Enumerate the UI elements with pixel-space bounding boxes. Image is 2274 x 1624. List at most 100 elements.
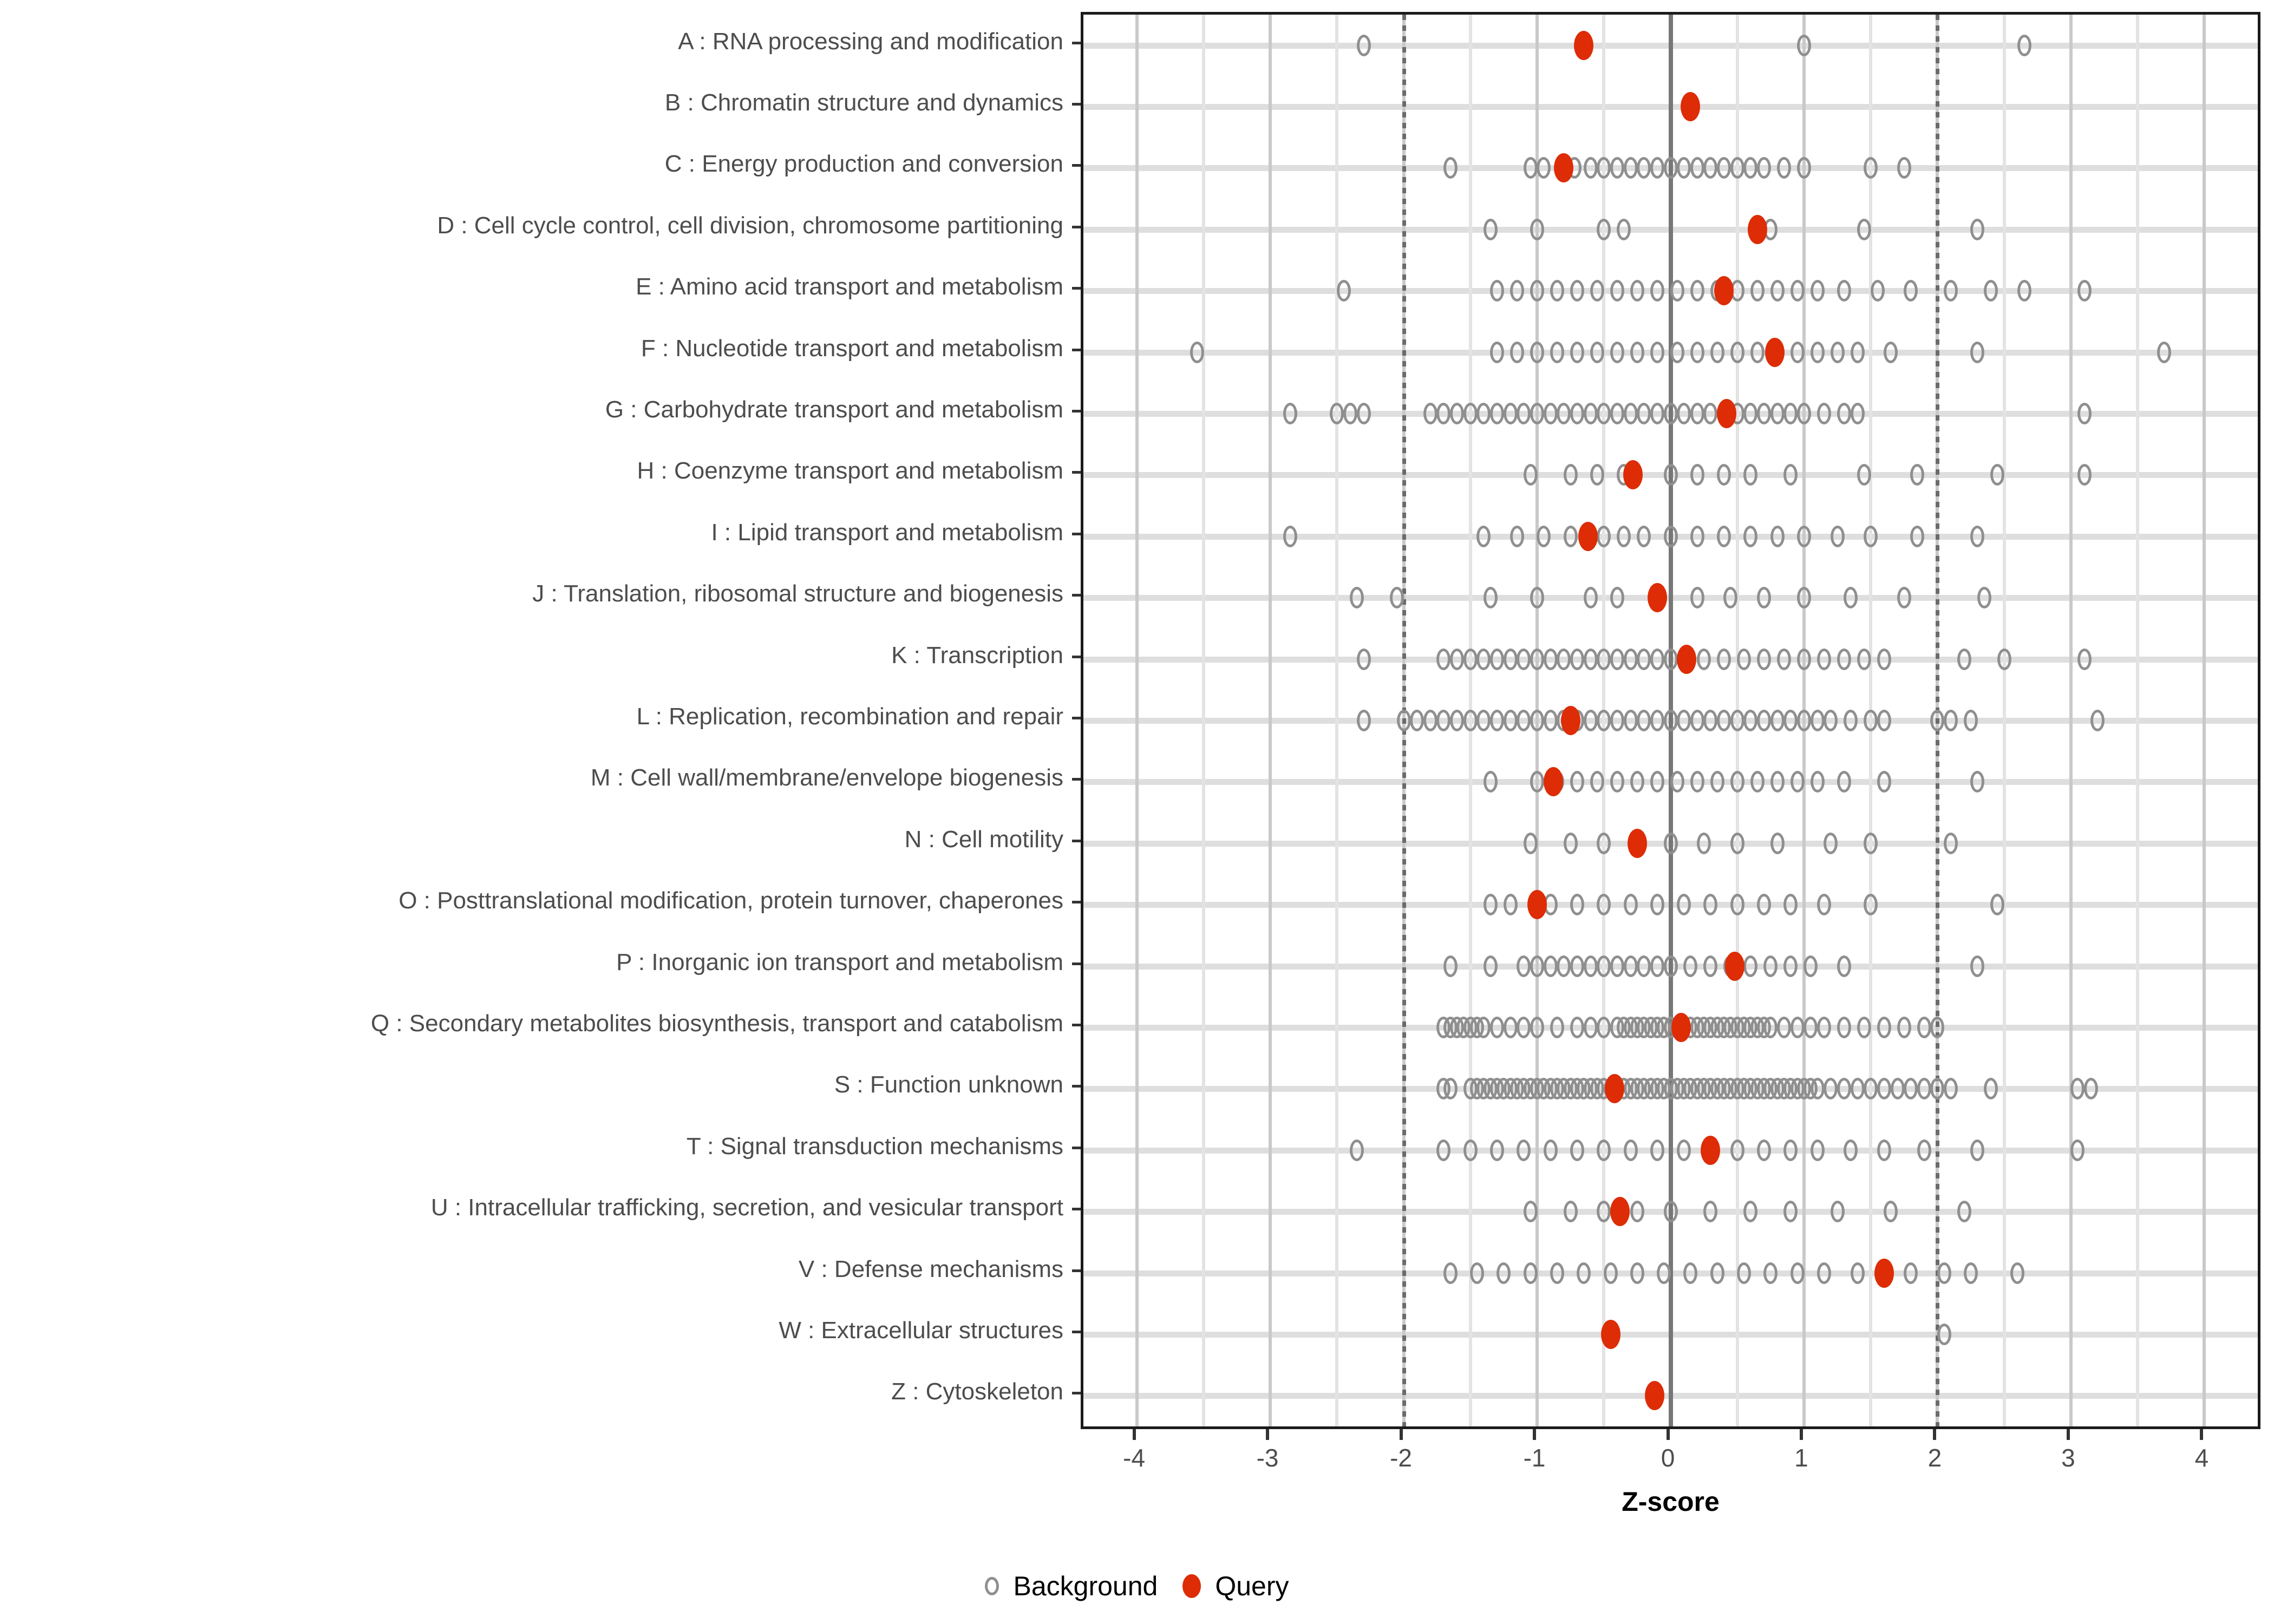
background-point [1490,280,1505,302]
background-point [1597,832,1611,854]
background-point [1690,587,1704,609]
background-point [1537,525,1551,547]
background-point [1510,525,1525,547]
background-point [1796,525,1811,547]
query-point [1644,1381,1664,1411]
background-point [1523,1201,1538,1223]
background-point [1957,1201,1971,1223]
background-point [1796,403,1811,425]
background-point [1757,587,1772,609]
background-point [1530,955,1545,977]
legend-item-background[interactable]: Background [985,1570,1158,1602]
y-axis-label-n: N : Cell motility [904,826,1063,853]
background-point [1837,955,1851,977]
y-axis-label-u: U : Intracellular trafficking, secretion… [430,1194,1063,1221]
x-axis-title: Z-score [1622,1487,1720,1517]
background-point [1570,771,1584,793]
query-point [1527,890,1547,920]
background-point [1810,341,1825,363]
background-point [1864,1078,1878,1100]
background-point [1877,648,1891,670]
x-axis-tick-label: 4 [2194,1444,2209,1472]
background-point [1770,771,1785,793]
background-point [1657,1262,1671,1284]
background-point [1463,1139,1478,1161]
background-point [1730,341,1744,363]
background-point [1750,280,1765,302]
background-point [1590,464,1604,486]
background-point [1570,280,1584,302]
background-point [1870,280,1885,302]
background-point [1904,1078,1918,1100]
background-point [1610,955,1624,977]
background-point [1530,218,1545,240]
background-point [1970,1139,1985,1161]
background-point [1563,1201,1578,1223]
background-point [1410,710,1424,731]
query-point [1671,1012,1691,1042]
background-point [1623,894,1638,916]
query-point [1600,1319,1620,1349]
background-point [1937,1262,1951,1284]
background-point [1810,1139,1825,1161]
background-point [1816,894,1831,916]
y-axis-label-t: T : Signal transduction mechanisms [686,1132,1063,1160]
background-point [1510,280,1525,302]
background-point [1810,1078,1825,1100]
background-point [1637,157,1651,179]
background-point [1703,894,1718,916]
background-point [1436,648,1451,670]
background-point [2077,403,2092,425]
background-point [1677,894,1691,916]
y-axis-tick [1072,471,1081,474]
background-point [1783,1139,1798,1161]
background-point [1904,1262,1918,1284]
background-point [1356,710,1371,731]
background-point [1603,1262,1618,1284]
y-axis-tick [1072,41,1081,44]
background-point [1583,1016,1598,1038]
background-point [1570,403,1584,425]
background-point [1610,771,1624,793]
y-axis-label-w: W : Extracellular structures [779,1317,1063,1344]
background-point [1977,587,1991,609]
background-point [1563,464,1578,486]
background-point [1557,403,1571,425]
y-axis-tick [1072,717,1081,719]
background-point [1610,157,1624,179]
background-point [1443,157,1458,179]
background-point [1597,1016,1611,1038]
background-point [1356,403,1371,425]
query-point [1647,583,1667,613]
background-point [1630,1201,1644,1223]
background-point [1717,464,1731,486]
background-point [1783,403,1798,425]
background-point [1490,710,1505,731]
query-point [1560,706,1580,735]
background-point [1670,771,1684,793]
x-axis-tick [2200,1429,2204,1440]
background-point [1824,710,1838,731]
background-point [1770,525,1785,547]
legend-item-query[interactable]: Query [1182,1570,1289,1602]
background-point [1897,157,1911,179]
background-point [1816,1016,1831,1038]
background-point [1770,403,1785,425]
background-point [1917,1078,1931,1100]
background-point [1757,1139,1772,1161]
query-point [1578,521,1598,551]
background-point [1763,1262,1778,1284]
background-point [1850,341,1865,363]
background-point [1530,341,1545,363]
background-point [1550,1016,1564,1038]
background-point [1476,648,1491,670]
y-axis-tick [1072,164,1081,167]
background-point [1677,403,1691,425]
background-point [1777,1016,1791,1038]
background-point [1683,1262,1698,1284]
background-point [1850,403,1865,425]
background-point [2010,1262,2025,1284]
background-point [1763,1016,1778,1038]
background-point [1396,710,1411,731]
background-point [1970,771,1985,793]
